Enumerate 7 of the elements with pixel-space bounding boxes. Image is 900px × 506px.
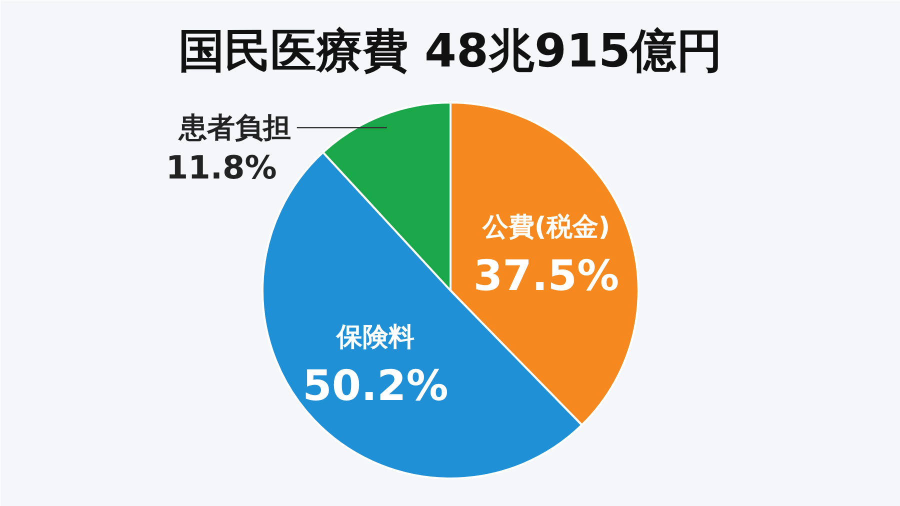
slice-label: 公費(税金)	[481, 212, 610, 242]
data-label: 11.8%	[166, 148, 277, 187]
data-label: 37.5%	[473, 250, 620, 300]
slice-label: 患者負担	[178, 111, 291, 144]
data-label: 50.2%	[302, 361, 448, 410]
slice-label: 保険料	[336, 322, 415, 353]
chart-title: 国民医療費 48兆915億円	[178, 24, 723, 78]
